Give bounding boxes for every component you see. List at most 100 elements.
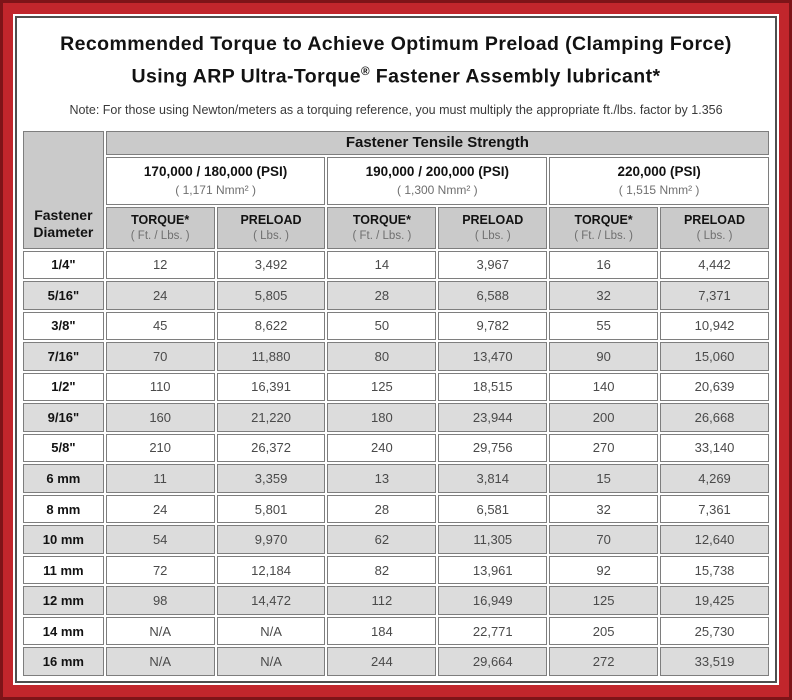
value-cell: 205 — [549, 616, 659, 646]
column-unit: ( Lbs. ) — [474, 230, 511, 242]
table-row: 11 mm 72 12,184 82 13,961 92 15,738 — [23, 555, 769, 585]
value-cell: 15,738 — [660, 555, 769, 585]
psi-header-row: 170,000 / 180,000 (PSI) ( 1,171 Nmm² ) 1… — [23, 156, 769, 205]
diameter-cell: 1/4" — [23, 250, 104, 280]
value-cell: 4,442 — [660, 250, 769, 280]
value-cell: 244 — [327, 647, 437, 676]
column-unit: ( Ft. / Lbs. ) — [574, 230, 634, 242]
value-cell: 16,391 — [216, 372, 326, 402]
value-cell: 13,961 — [438, 555, 548, 585]
value-cell: 9,782 — [438, 311, 548, 341]
title-line2-suffix: Fastener Assembly lubricant* — [369, 65, 661, 88]
value-cell: 272 — [549, 647, 659, 676]
value-cell: 72 — [105, 555, 215, 585]
title-line2-prefix: Using ARP Ultra-Torque — [131, 65, 361, 88]
value-cell: 11 — [105, 464, 215, 493]
strength-group-3-psi: 220,000 (PSI) — [617, 164, 701, 179]
diameter-cell: 5/8" — [23, 433, 104, 463]
value-cell: 160 — [105, 403, 215, 432]
column-label: TORQUE* — [131, 213, 190, 227]
value-cell: 270 — [549, 433, 659, 463]
diameter-cell: 12 mm — [23, 586, 104, 615]
table-row: 1/4" 12 3,492 14 3,967 16 4,442 — [23, 250, 769, 280]
registered-trademark-symbol: ® — [360, 65, 370, 78]
value-cell: 29,756 — [438, 433, 548, 463]
table-row: 7/16" 70 11,880 80 13,470 90 15,060 — [23, 342, 769, 371]
page-title: Recommended Torque to Achieve Optimum Pr… — [20, 30, 772, 91]
value-cell: 15,060 — [660, 342, 769, 371]
diameter-cell: 5/16" — [23, 281, 104, 310]
column-header-torque-3: TORQUE* ( Ft. / Lbs. ) — [549, 206, 659, 249]
value-cell: 8,622 — [216, 311, 326, 341]
value-cell: 112 — [327, 586, 437, 615]
table-row: 10 mm 54 9,970 62 11,305 70 12,640 — [23, 525, 769, 554]
title-line1: Recommended Torque to Achieve Optimum Pr… — [60, 33, 732, 55]
value-cell: 240 — [327, 433, 437, 463]
value-cell: 180 — [327, 403, 437, 432]
value-cell: 28 — [327, 494, 437, 524]
value-cell: N/A — [216, 647, 326, 676]
value-cell: 7,361 — [660, 494, 769, 524]
value-cell: 9,970 — [216, 525, 326, 554]
column-header-preload-2: PRELOAD ( Lbs. ) — [438, 206, 548, 249]
value-cell: N/A — [105, 616, 215, 646]
table-row: 12 mm 98 14,472 112 16,949 125 19,425 — [23, 586, 769, 615]
value-cell: 11,880 — [216, 342, 326, 371]
diameter-cell: 7/16" — [23, 342, 104, 371]
value-cell: 70 — [105, 342, 215, 371]
value-cell: 4,269 — [660, 464, 769, 493]
diameter-cell: 6 mm — [23, 464, 104, 493]
table-row: 16 mm N/A N/A 244 29,664 272 33,519 — [23, 647, 769, 676]
column-unit: ( Lbs. ) — [253, 230, 289, 242]
value-cell: 3,492 — [216, 250, 326, 280]
value-cell: 6,588 — [438, 281, 548, 310]
value-cell: 5,801 — [216, 494, 326, 524]
diameter-cell: 8 mm — [23, 494, 104, 524]
value-cell: 13 — [327, 464, 437, 493]
value-cell: 28 — [327, 281, 437, 310]
value-cell: 110 — [105, 372, 215, 402]
value-cell: 80 — [327, 342, 437, 371]
value-cell: 3,359 — [216, 464, 326, 493]
tensile-strength-header: Fastener Tensile Strength — [105, 130, 769, 155]
value-cell: 210 — [105, 433, 215, 463]
value-cell: 140 — [549, 372, 659, 402]
tensile-header-row: Fastener Diameter Fastener Tensile Stren… — [23, 130, 769, 249]
value-cell: 15 — [549, 464, 659, 493]
table-row: 6 mm 11 3,359 13 3,814 15 4,269 — [23, 464, 769, 493]
table-row: 3/8" 45 8,622 50 9,782 55 10,942 — [23, 311, 769, 341]
value-cell: 5,805 — [216, 281, 326, 310]
value-cell: 55 — [549, 311, 659, 341]
value-cell: 25,730 — [660, 616, 769, 646]
value-cell: 16 — [549, 250, 659, 280]
conversion-note: Note: For those using Newton/meters as a… — [69, 102, 723, 117]
value-cell: 13,470 — [438, 342, 548, 371]
diameter-cell: 9/16" — [23, 403, 104, 432]
fastener-diameter-header: Fastener Diameter — [23, 130, 104, 249]
column-header-preload-3: PRELOAD ( Lbs. ) — [660, 206, 769, 249]
value-cell: 24 — [105, 494, 215, 524]
value-cell: 184 — [327, 616, 437, 646]
value-cell: 82 — [327, 555, 437, 585]
value-cell: 125 — [327, 372, 437, 402]
value-cell: 200 — [549, 403, 659, 432]
value-cell: 12,184 — [216, 555, 326, 585]
value-cell: 32 — [549, 494, 659, 524]
table-row: 14 mm N/A N/A 184 22,771 205 25,730 — [23, 616, 769, 646]
value-cell: 26,668 — [660, 403, 769, 432]
value-cell: 16,949 — [438, 586, 548, 615]
table-row: 9/16" 160 21,220 180 23,944 200 26,668 — [23, 403, 769, 432]
value-cell: 10,942 — [660, 311, 769, 341]
strength-group-1-psi: 170,000 / 180,000 (PSI) — [143, 164, 288, 179]
table-row: 5/8" 210 26,372 240 29,756 270 33,140 — [23, 433, 769, 463]
value-cell: 3,967 — [438, 250, 548, 280]
strength-group-2: 190,000 / 200,000 (PSI) ( 1,300 Nmm² ) — [327, 156, 548, 205]
column-header-preload-1: PRELOAD ( Lbs. ) — [216, 206, 326, 249]
column-label: PRELOAD — [462, 213, 524, 227]
column-label: PRELOAD — [240, 213, 302, 227]
value-cell: 12 — [105, 250, 215, 280]
value-cell: 14 — [327, 250, 437, 280]
value-cell: 18,515 — [438, 372, 548, 402]
strength-group-2-psi: 190,000 / 200,000 (PSI) — [365, 164, 509, 179]
